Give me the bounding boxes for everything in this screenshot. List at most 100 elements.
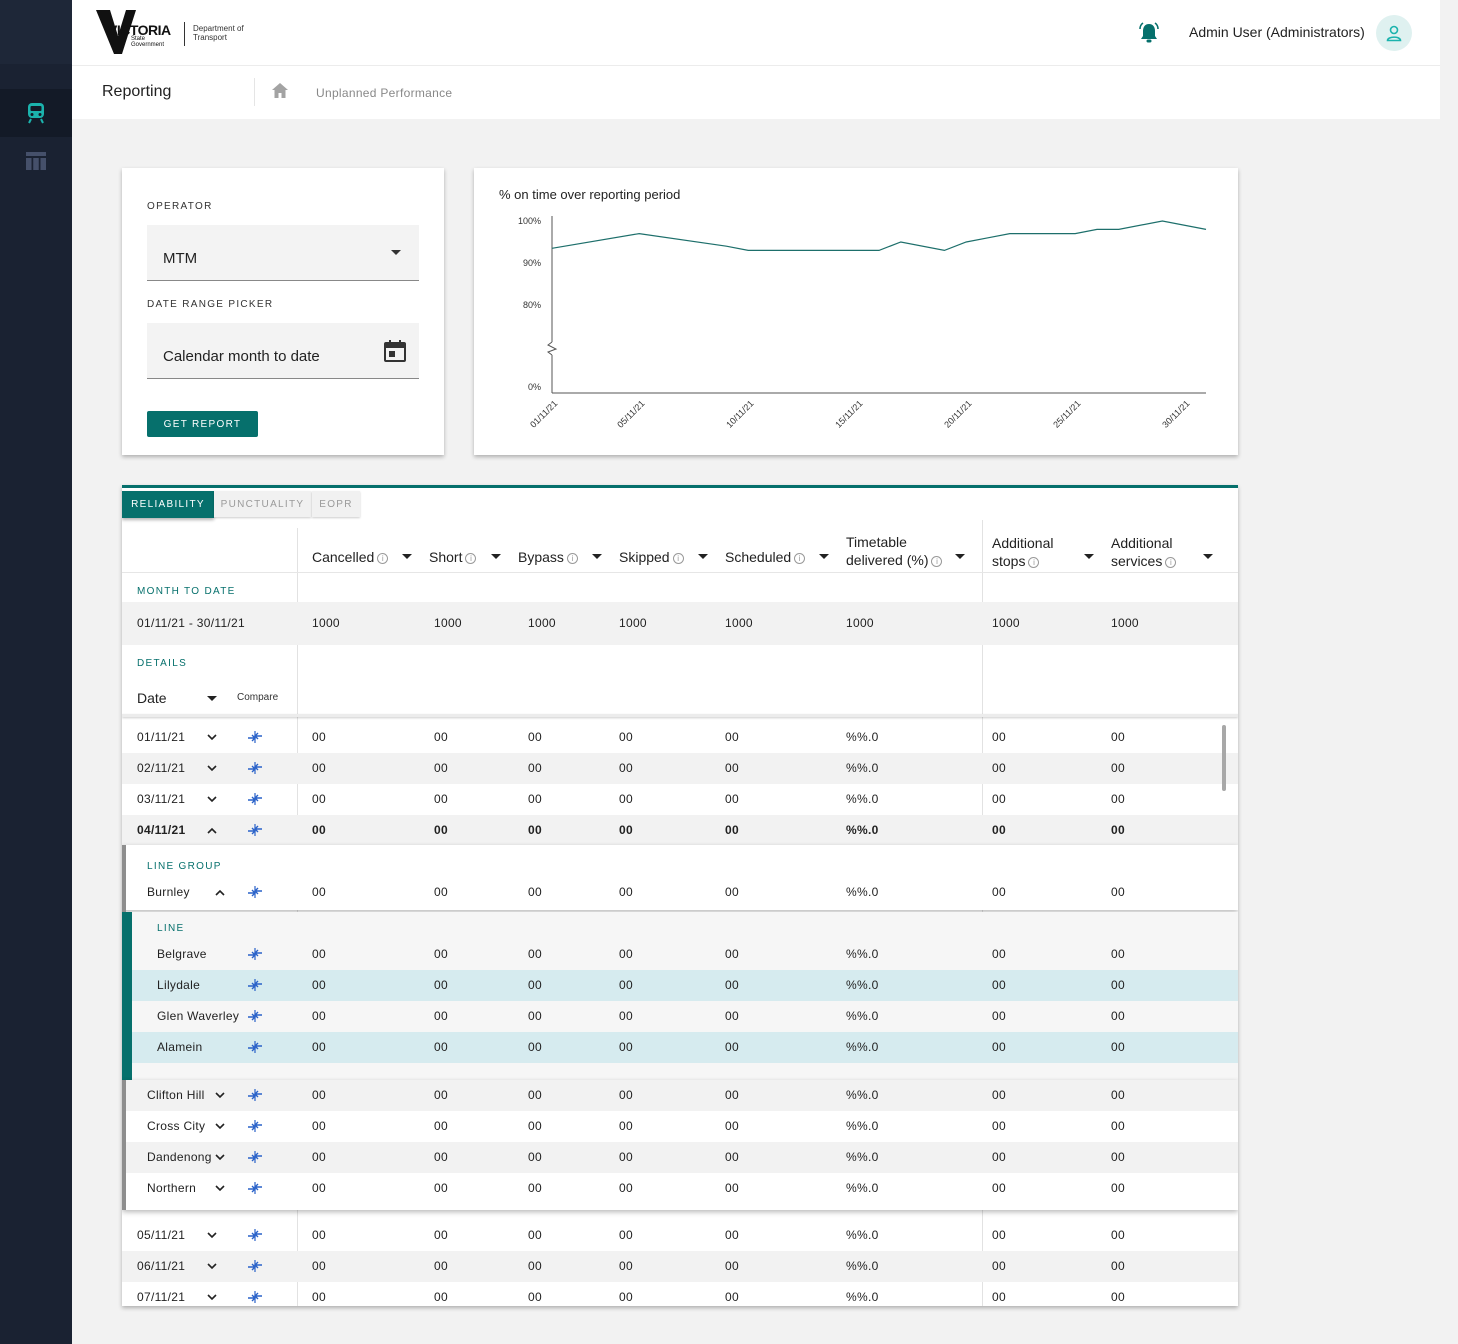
info-icon[interactable]: i bbox=[931, 555, 943, 567]
compare-icon[interactable] bbox=[248, 762, 262, 774]
sort-arrow-icon[interactable] bbox=[207, 696, 217, 701]
table-row[interactable]: Lilydale 00 00 00 00 00 %%.0 00 00 bbox=[122, 970, 1238, 1001]
table-row[interactable]: 07/11/21 00 00 00 00 00 %%.0 00 00 bbox=[137, 1290, 1125, 1304]
info-icon[interactable]: i bbox=[465, 552, 477, 564]
user-name[interactable]: Admin User (Administrators) bbox=[1189, 24, 1365, 40]
info-icon[interactable]: i bbox=[566, 552, 578, 564]
notifications-button[interactable] bbox=[1138, 22, 1160, 49]
info-icon[interactable]: i bbox=[377, 552, 389, 564]
table-row[interactable]: Dandenong 00 00 00 00 00 %%.0 00 00 bbox=[122, 1142, 1238, 1173]
compare-icon[interactable] bbox=[248, 1120, 262, 1132]
col-header[interactable]: Cancelled i bbox=[312, 548, 389, 566]
compare-icon[interactable] bbox=[248, 886, 262, 898]
victoria-logo[interactable]: VICTORIA State Government Department of … bbox=[96, 10, 256, 56]
operator-select[interactable]: MTM bbox=[147, 225, 419, 281]
compare-icon[interactable] bbox=[248, 1291, 262, 1303]
compare-icon[interactable] bbox=[248, 1182, 262, 1194]
sort-arrow-icon[interactable] bbox=[1084, 554, 1094, 559]
col-header[interactable]: Timetable delivered (%) i bbox=[846, 533, 956, 569]
compare-icon[interactable] bbox=[248, 824, 262, 836]
sort-arrow-icon[interactable] bbox=[402, 554, 412, 559]
table-row[interactable]: Clifton Hill 00 00 00 00 00 %%.0 00 00 bbox=[122, 1080, 1238, 1111]
sort-arrow-icon[interactable] bbox=[819, 554, 829, 559]
table-row[interactable]: 04/11/21 00 00 00 00 00 %%.0 00 00 bbox=[122, 815, 1238, 846]
chevron-down-icon[interactable] bbox=[207, 1263, 217, 1270]
sort-arrow-icon[interactable] bbox=[592, 554, 602, 559]
col-header[interactable]: Additional services i bbox=[1111, 534, 1221, 570]
info-icon[interactable]: i bbox=[1028, 556, 1040, 568]
info-icon[interactable]: i bbox=[1165, 556, 1177, 568]
table-row[interactable]: 03/11/21 00 00 00 00 00 %%.0 00 00 bbox=[137, 792, 1125, 806]
y-tick-label: 80% bbox=[523, 300, 541, 310]
chevron-down-icon[interactable] bbox=[215, 1185, 225, 1192]
user-icon bbox=[1386, 25, 1402, 42]
info-icon[interactable]: i bbox=[794, 552, 806, 564]
avatar[interactable] bbox=[1376, 15, 1412, 51]
chevron-down-icon[interactable] bbox=[215, 1154, 225, 1161]
chevron-down-icon[interactable] bbox=[215, 1123, 225, 1130]
table-row[interactable]: Glen Waverley 00 00 00 00 00 %%.0 00 00 bbox=[157, 1009, 1125, 1023]
chevron-down-icon[interactable] bbox=[215, 1092, 225, 1099]
col-header[interactable]: Scheduled i bbox=[725, 548, 806, 566]
sidebar bbox=[0, 0, 72, 1344]
get-report-button[interactable]: GET REPORT bbox=[147, 411, 258, 437]
tab-reliability[interactable]: RELIABILITY bbox=[122, 491, 214, 518]
table-row[interactable]: 05/11/21 00 00 00 00 00 %%.0 00 00 bbox=[137, 1228, 1125, 1242]
sidebar-item-trains[interactable] bbox=[0, 89, 72, 137]
compare-icon[interactable] bbox=[248, 1229, 262, 1241]
scrollbar[interactable] bbox=[1222, 725, 1226, 791]
breadcrumb[interactable]: Unplanned Performance bbox=[316, 86, 453, 100]
bell-icon bbox=[1139, 22, 1159, 43]
chevron-up-icon[interactable] bbox=[207, 827, 217, 834]
compare-icon[interactable] bbox=[248, 1260, 262, 1272]
chevron-down-icon[interactable] bbox=[207, 1294, 217, 1301]
chevron-down-icon[interactable] bbox=[207, 765, 217, 772]
tab-eopr[interactable]: EOPR bbox=[312, 491, 360, 517]
compare-icon[interactable] bbox=[248, 1151, 262, 1163]
table-row[interactable]: Belgrave 00 00 00 00 00 %%.0 00 00 bbox=[157, 947, 1125, 961]
y-tick-label: 100% bbox=[518, 216, 541, 226]
compare-icon[interactable] bbox=[248, 979, 262, 991]
compare-icon[interactable] bbox=[248, 1089, 262, 1101]
table-row[interactable]: 01/11/21 00 00 00 00 00 %%.0 00 00 bbox=[137, 730, 1125, 744]
chevron-down-icon[interactable] bbox=[207, 796, 217, 803]
date-range-picker[interactable]: Calendar month to date bbox=[147, 323, 419, 379]
compare-icon[interactable] bbox=[248, 1041, 262, 1053]
compare-icon[interactable] bbox=[248, 948, 262, 960]
col-header[interactable]: Bypass i bbox=[518, 548, 578, 566]
x-tick-label: 25/11/21 bbox=[1051, 398, 1082, 429]
home-icon bbox=[272, 83, 288, 98]
x-tick-label: 20/11/21 bbox=[942, 398, 973, 429]
table-row[interactable]: Burnley 00 00 00 00 00 %%.0 00 00 bbox=[147, 885, 1125, 899]
date-column-header[interactable]: Date bbox=[137, 690, 167, 706]
home-button[interactable] bbox=[271, 82, 289, 104]
sub-header: Reporting Unplanned Performance bbox=[72, 66, 1440, 119]
x-tick-label: 30/11/21 bbox=[1160, 398, 1191, 429]
compare-icon[interactable] bbox=[248, 731, 262, 743]
sidebar-top bbox=[0, 0, 72, 64]
table-row[interactable]: Alamein 00 00 00 00 00 %%.0 00 00 bbox=[122, 1032, 1238, 1063]
compare-icon[interactable] bbox=[248, 1010, 262, 1022]
table-icon bbox=[26, 152, 46, 170]
chevron-up-icon[interactable] bbox=[215, 889, 225, 896]
table-row[interactable]: 06/11/21 00 00 00 00 00 %%.0 00 00 bbox=[122, 1251, 1238, 1282]
sort-arrow-icon[interactable] bbox=[491, 554, 501, 559]
table-row[interactable]: Cross City 00 00 00 00 00 %%.0 00 00 bbox=[147, 1119, 1125, 1133]
sort-arrow-icon[interactable] bbox=[955, 554, 965, 559]
sort-arrow-icon[interactable] bbox=[698, 554, 708, 559]
x-tick-label: 01/11/21 bbox=[528, 398, 559, 429]
sidebar-item-tables[interactable] bbox=[0, 137, 72, 185]
y-tick-label: 90% bbox=[523, 258, 541, 268]
table-row[interactable]: Northern 00 00 00 00 00 %%.0 00 00 bbox=[147, 1181, 1125, 1195]
col-header[interactable]: Short i bbox=[429, 548, 477, 566]
table-row[interactable]: 02/11/21 00 00 00 00 00 %%.0 00 00 bbox=[122, 753, 1238, 784]
sort-arrow-icon[interactable] bbox=[1203, 554, 1213, 559]
calendar-icon[interactable] bbox=[383, 339, 407, 363]
col-header[interactable]: Skipped i bbox=[619, 548, 684, 566]
chevron-down-icon[interactable] bbox=[207, 734, 217, 741]
tab-punctuality[interactable]: PUNCTUALITY bbox=[214, 491, 311, 517]
col-header[interactable]: Additional stops i bbox=[992, 535, 1054, 569]
info-icon[interactable]: i bbox=[672, 552, 684, 564]
compare-icon[interactable] bbox=[248, 793, 262, 805]
chevron-down-icon[interactable] bbox=[207, 1232, 217, 1239]
